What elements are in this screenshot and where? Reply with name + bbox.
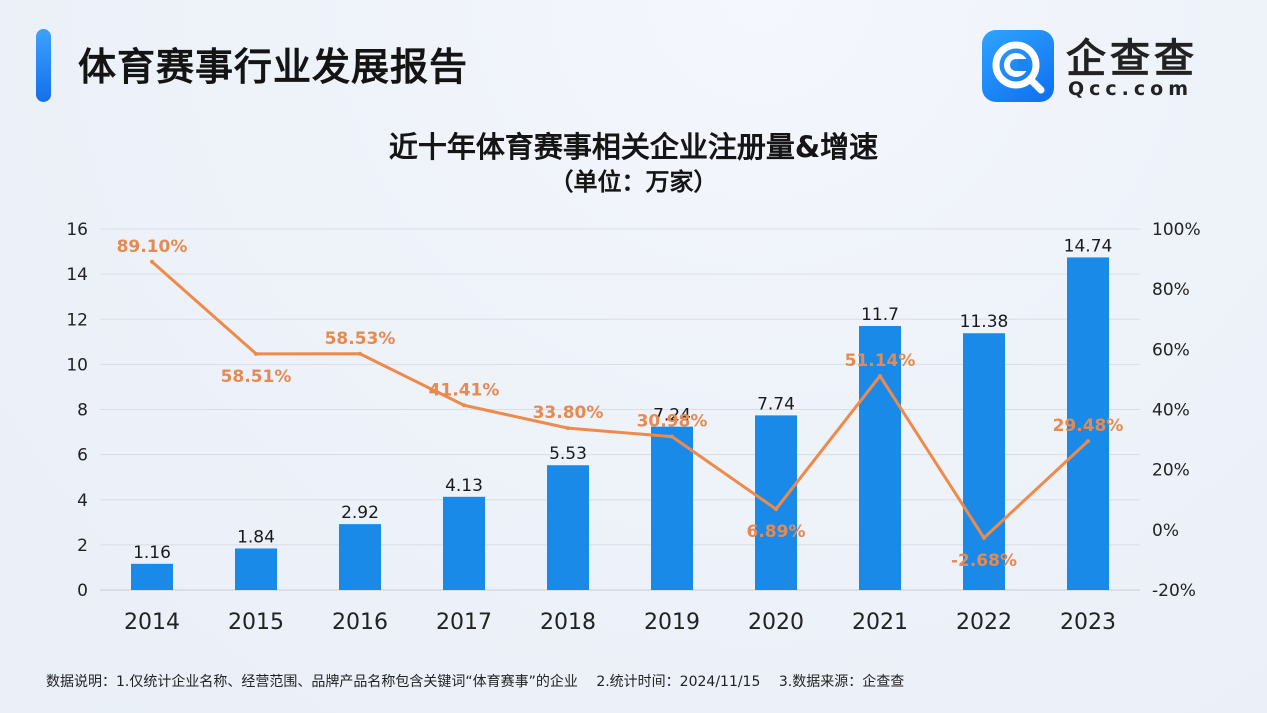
bar	[755, 415, 797, 590]
growth-rate-label: 29.48%	[1053, 416, 1124, 436]
x-tick-label: 2017	[436, 610, 492, 635]
x-tick-label: 2023	[1060, 610, 1116, 635]
growth-rate-point	[150, 259, 154, 264]
bar	[1067, 257, 1109, 590]
chart-title: 近十年体育赛事相关企业注册量&增速	[388, 130, 879, 164]
magnifier-q-icon	[982, 30, 1054, 102]
growth-rate-point	[670, 434, 674, 439]
y2-tick-label: 60%	[1152, 340, 1190, 360]
growth-rate-point	[462, 403, 466, 408]
title-accent-bar	[36, 29, 51, 102]
growth-rate-label: 51.14%	[845, 351, 916, 371]
growth-rate-point	[254, 351, 258, 356]
growth-rate-point	[982, 535, 986, 540]
y-tick-label: 16	[66, 220, 88, 240]
bar	[963, 333, 1005, 590]
x-tick-label: 2015	[228, 610, 284, 635]
growth-rate-label: 33.80%	[533, 403, 604, 423]
growth-rate-label: 30.98%	[637, 412, 708, 432]
y2-tick-label: 80%	[1152, 280, 1190, 300]
bar-value-label: 11.7	[861, 305, 899, 325]
bar	[547, 465, 589, 590]
x-tick-label: 2022	[956, 610, 1012, 635]
bar-value-label: 1.16	[133, 543, 171, 563]
bar-value-label: 7.24	[653, 406, 691, 426]
growth-rate-label: 89.10%	[117, 237, 188, 257]
bar-value-label: 7.74	[757, 394, 795, 414]
bar-value-label: 4.13	[445, 476, 483, 496]
growth-rate-label: 58.51%	[221, 367, 292, 387]
bar	[859, 326, 901, 590]
x-tick-label: 2019	[644, 610, 700, 635]
brand-logo[interactable]: 企查查 Qcc.com	[982, 28, 1222, 104]
growth-rate-point	[1086, 439, 1090, 444]
x-tick-label: 2020	[748, 610, 804, 635]
y-tick-label: 4	[77, 491, 88, 511]
growth-rate-point	[774, 507, 778, 512]
growth-rate-label: -2.68%	[951, 551, 1017, 571]
y2-tick-label: 100%	[1152, 220, 1201, 240]
bar-value-label: 2.92	[341, 503, 379, 523]
x-tick-label: 2018	[540, 610, 596, 635]
y2-tick-label: 40%	[1152, 401, 1190, 421]
footnote-date: 2.统计时间：2024/11/15	[596, 674, 761, 690]
y-tick-label: 8	[77, 401, 88, 421]
bar	[131, 563, 173, 590]
y-tick-label: 2	[77, 536, 88, 556]
y2-tick-label: -20%	[1152, 581, 1196, 601]
growth-rate-label: 6.89%	[747, 522, 806, 542]
x-tick-label: 2014	[124, 610, 180, 635]
y-tick-label: 6	[77, 446, 88, 466]
bar	[235, 548, 277, 590]
x-tick-label: 2021	[852, 610, 908, 635]
bar-value-label: 1.84	[237, 527, 275, 547]
y2-tick-label: 0%	[1152, 521, 1179, 541]
y-tick-label: 12	[66, 310, 88, 330]
growth-rate-line	[151, 260, 1090, 540]
growth-rate-point	[358, 351, 362, 356]
page-title: 体育赛事行业发展报告	[78, 45, 469, 89]
bar	[339, 524, 381, 590]
growth-rate-label: 58.53%	[325, 329, 396, 349]
bar	[651, 426, 693, 590]
y-tick-label: 10	[66, 355, 88, 375]
growth-rate-point	[566, 426, 570, 431]
brand-name: 企查查	[1066, 36, 1198, 82]
growth-rate-point	[878, 373, 882, 378]
brand-url: Qcc.com	[1068, 78, 1194, 100]
bar	[443, 496, 485, 590]
chart-subtitle: （单位：万家）	[549, 168, 718, 196]
bar-value-label: 14.74	[1064, 236, 1113, 256]
footnote-scope: 数据说明：1.仅统计企业名称、经营范围、品牌产品名称包含关键词“体育赛事”的企业	[46, 674, 578, 690]
footnote: 数据说明：1.仅统计企业名称、经营范围、品牌产品名称包含关键词“体育赛事”的企业…	[46, 671, 918, 691]
y-tick-label: 14	[66, 265, 88, 285]
bar-value-label: 11.38	[960, 312, 1009, 332]
y2-tick-label: 20%	[1152, 461, 1190, 481]
footnote-source: 3.数据来源：企查查	[778, 674, 905, 690]
y-tick-label: 0	[77, 581, 88, 601]
growth-rate-label: 41.41%	[429, 380, 500, 400]
x-tick-label: 2016	[332, 610, 388, 635]
bar-value-label: 5.53	[549, 444, 587, 464]
